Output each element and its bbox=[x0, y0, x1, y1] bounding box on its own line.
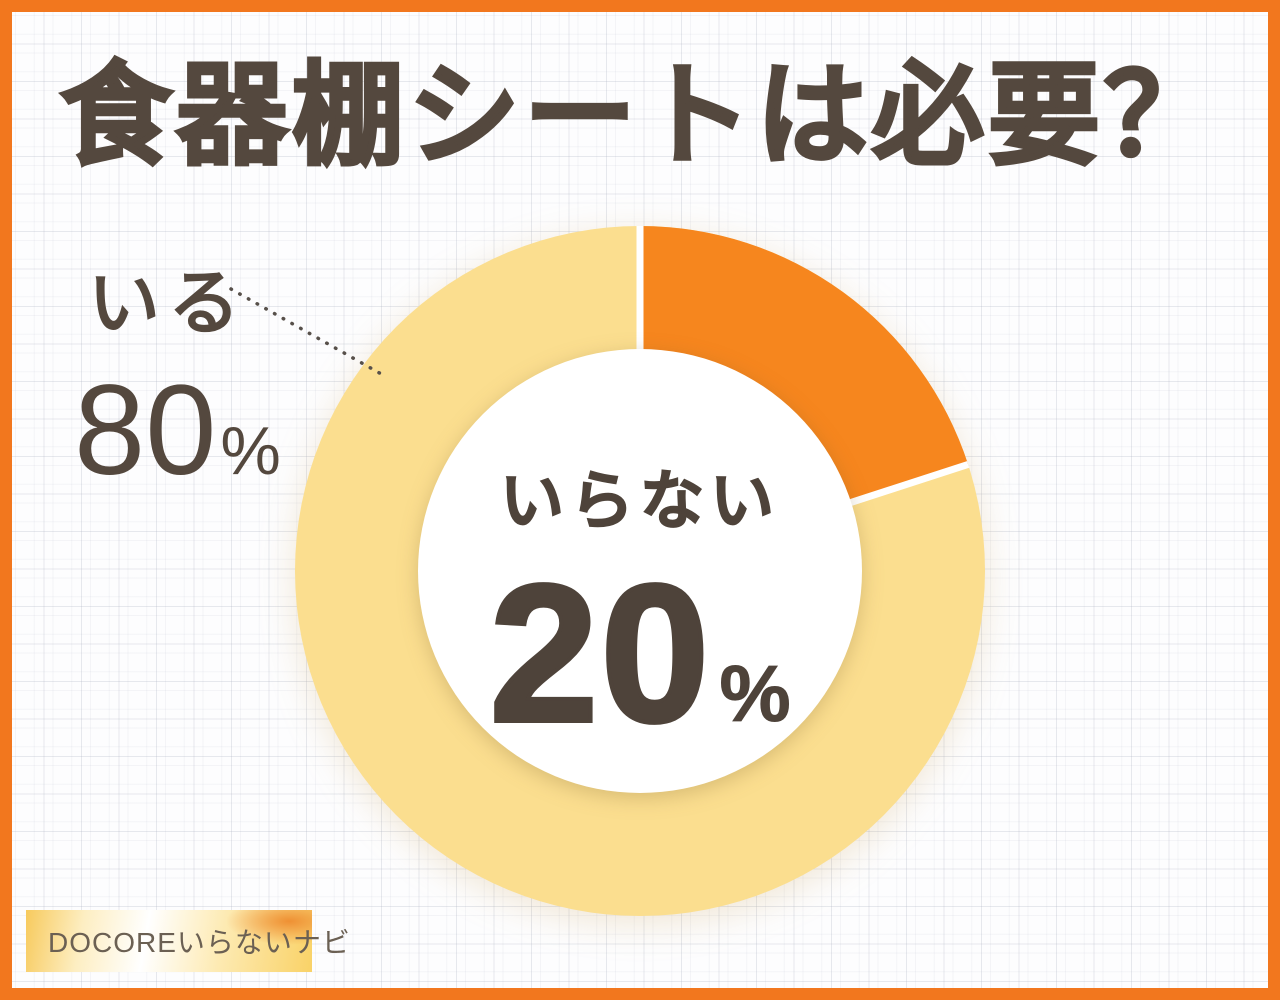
outside-label: いる 80 % bbox=[74, 244, 281, 495]
outside-label-unit: % bbox=[220, 413, 281, 489]
donut-chart bbox=[295, 226, 985, 916]
leader-line-dots bbox=[229, 287, 385, 377]
center-label-value: 20 bbox=[487, 544, 712, 763]
brand-badge-text: DOCOREいらないナビ bbox=[48, 927, 351, 958]
leader-line bbox=[229, 287, 385, 377]
center-label-unit: % bbox=[719, 649, 791, 739]
brand-badge: DOCOREいらないナビ bbox=[26, 910, 350, 972]
outside-label-value-row: 80 % bbox=[74, 367, 281, 495]
center-label: いらない 20 % bbox=[440, 450, 840, 763]
center-label-value-row: 20 % bbox=[440, 544, 840, 763]
donut-hole bbox=[418, 349, 862, 793]
page-title: 食器棚シートは必要？ bbox=[59, 52, 1220, 180]
outside-label-value: 80 bbox=[74, 359, 217, 502]
outside-label-name: いる bbox=[88, 264, 249, 344]
grid-background: 食器棚シートは必要？ いらない 20 % いる 80 % bbox=[12, 12, 1268, 988]
center-label-name: いらない bbox=[499, 464, 780, 538]
